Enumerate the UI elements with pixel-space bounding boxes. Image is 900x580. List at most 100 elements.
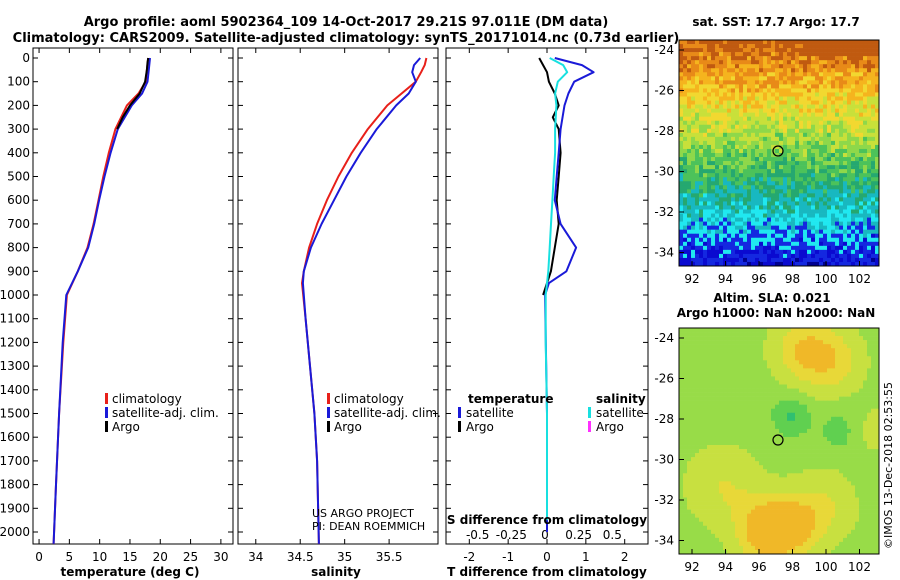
sst-pixel <box>699 177 704 182</box>
sst-pixel <box>819 80 824 85</box>
sla-pixel <box>707 432 712 438</box>
sst-pixel <box>783 229 788 235</box>
sst-pixel <box>711 112 716 117</box>
sst-pixel <box>723 193 728 198</box>
sst-pixel <box>795 64 800 69</box>
sla-pixel <box>831 356 836 361</box>
sst-pixel <box>795 108 800 113</box>
sla-pixel <box>691 384 696 389</box>
sst-pixel <box>719 52 724 57</box>
sst-pixel <box>867 189 872 194</box>
sla-pixel <box>803 436 808 442</box>
sla-pixel <box>843 340 848 345</box>
sst-pixel <box>707 148 712 154</box>
sst-pixel <box>703 157 708 162</box>
sla-pixel <box>835 461 840 466</box>
sst-pixel <box>803 148 808 154</box>
sla-pixel <box>875 336 880 341</box>
sst-pixel <box>811 153 816 158</box>
sla-pixel <box>787 424 792 430</box>
salinity-climatology-line <box>301 57 428 544</box>
sst-pixel <box>703 116 708 122</box>
sla-pixel <box>767 368 772 373</box>
sla-pixel <box>835 344 840 349</box>
sst-pixel <box>711 88 716 93</box>
sla-pixel <box>831 404 836 410</box>
sla-pixel <box>723 465 728 470</box>
sst-pixel <box>747 221 752 226</box>
sla-pixel <box>747 384 752 389</box>
sla-pixel <box>683 392 688 397</box>
sst-pixel <box>787 153 792 158</box>
sst-pixel <box>687 80 692 85</box>
sst-pixel <box>755 185 760 190</box>
sla-pixel <box>743 376 748 381</box>
sst-pixel <box>695 88 700 93</box>
sla-pixel <box>719 436 724 442</box>
sst-pixel <box>723 205 728 210</box>
sst-pixel <box>807 132 812 138</box>
sst-pixel <box>807 165 812 170</box>
sla-pixel <box>803 396 808 401</box>
sst-pixel <box>755 96 760 101</box>
sst-pixel <box>795 92 800 97</box>
sst-pixel <box>707 120 712 126</box>
sst-pixel <box>679 136 684 142</box>
sla-pixel <box>767 412 772 418</box>
sst-pixel <box>811 205 816 210</box>
sla-pixel <box>763 380 768 385</box>
sst-pixel <box>779 140 784 146</box>
sla-pixel <box>783 408 788 414</box>
sst-pixel <box>831 189 836 194</box>
sst-pixel <box>771 48 776 53</box>
sla-pixel <box>711 376 716 381</box>
sla-pixel <box>843 396 848 401</box>
sst-pixel <box>823 60 828 65</box>
sla-pixel <box>751 436 756 442</box>
sst-pixel <box>827 253 832 259</box>
sst-pixel <box>715 177 720 182</box>
sst-pixel <box>763 185 768 190</box>
sla-pixel <box>863 457 868 462</box>
sla-pixel <box>847 461 852 466</box>
sla-pixel <box>683 368 688 373</box>
sla-pixel <box>771 364 776 369</box>
sla-pixel <box>679 404 684 410</box>
sla-pixel <box>855 465 860 470</box>
sla-pixel <box>791 396 796 401</box>
sst-pixel <box>703 165 708 170</box>
sla-pixel <box>715 412 720 418</box>
sla-pixel <box>839 453 844 458</box>
sst-pixel <box>819 68 824 73</box>
sla-pixel <box>763 356 768 361</box>
sla-pixel <box>699 469 704 474</box>
sla-pixel <box>851 336 856 341</box>
sst-pixel <box>719 233 724 239</box>
sst-pixel <box>747 161 752 166</box>
sla-pixel <box>735 336 740 341</box>
sla-pixel <box>687 360 692 365</box>
sla-pixel <box>819 332 824 337</box>
sst-pixel <box>863 257 868 263</box>
sla-pixel <box>771 457 776 462</box>
sst-pixel <box>727 169 732 174</box>
sst-pixel <box>863 253 868 259</box>
sst-pixel <box>707 233 712 239</box>
sst-pixel <box>707 100 712 105</box>
sst-pixel <box>763 64 768 69</box>
depth-tick-label: 800 <box>7 241 30 255</box>
sst-pixel <box>719 173 724 178</box>
sst-pixel <box>731 161 736 166</box>
sla-pixel <box>819 372 824 377</box>
sst-pixel <box>835 96 840 101</box>
sst-pixel <box>783 245 788 251</box>
sla-pixel <box>779 332 784 337</box>
sla-pixel <box>723 441 728 446</box>
sla-pixel <box>687 336 692 341</box>
sla-pixel <box>819 449 824 454</box>
sst-pixel <box>803 64 808 69</box>
sst-pixel <box>799 140 804 146</box>
sla-pixel <box>687 457 692 462</box>
sla-pixel <box>755 388 760 393</box>
